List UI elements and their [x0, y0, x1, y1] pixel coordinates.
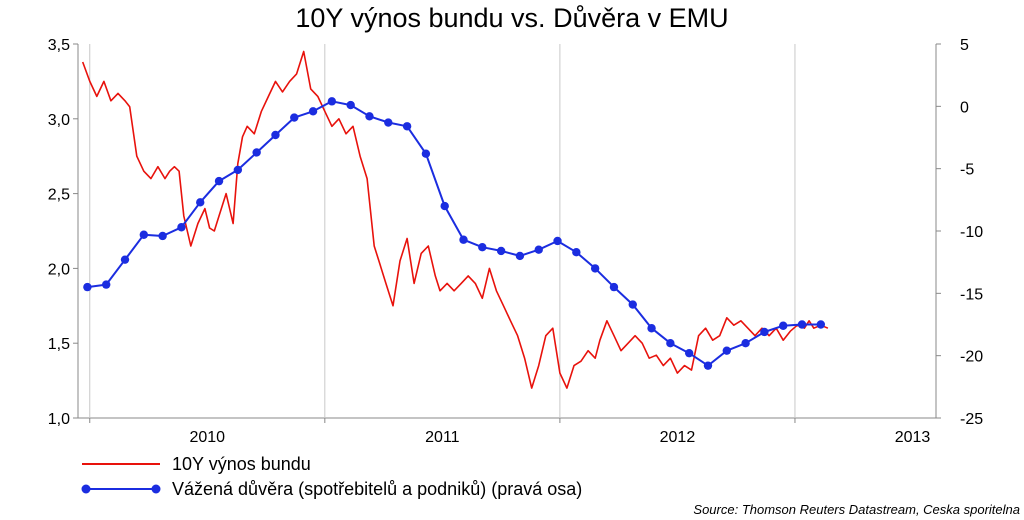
data-point — [816, 320, 826, 329]
data-point — [609, 282, 619, 292]
series-layer — [81, 50, 829, 389]
y-left-tick-label: 2,0 — [48, 261, 70, 278]
data-point — [760, 327, 769, 337]
x-tick-label: 2011 — [425, 429, 460, 446]
data-point — [252, 148, 261, 157]
data-point — [196, 198, 205, 207]
y-right-tick-label: -10 — [960, 224, 983, 241]
y-right-tick-label: -25 — [960, 411, 983, 428]
data-point — [553, 236, 562, 246]
data-point — [666, 339, 675, 348]
legend-label-confidence: Vážená důvěra (spotřebitelů a podniků) (… — [172, 479, 582, 499]
data-point — [440, 201, 449, 211]
series-line-yield — [81, 50, 829, 389]
data-point — [741, 339, 750, 348]
source-note: Source: Thomson Reuters Datastream, Cesk… — [693, 502, 1020, 517]
x-tick-label: 2013 — [895, 429, 931, 446]
data-point — [271, 130, 280, 140]
y-axis-right: -25 -20 -15 -10 -5 0 5 — [936, 37, 983, 428]
legend-item-confidence: Vážená důvěra (spotřebitelů a podniků) (… — [81, 479, 582, 499]
series-line-confidence — [87, 100, 821, 367]
data-point — [590, 264, 600, 273]
data-point — [83, 282, 92, 292]
y-left-tick-label: 3,5 — [48, 37, 70, 54]
data-point — [478, 243, 487, 252]
x-axis: 2010 2011 2012 2013 — [89, 418, 931, 446]
legend-marker-confidence — [151, 484, 161, 494]
data-point — [120, 255, 130, 264]
data-point — [722, 346, 731, 355]
data-point — [496, 246, 506, 256]
y-right-tick-label: 0 — [960, 99, 969, 116]
legend: 10Y výnos bundu Vážená důvěra (spotřebit… — [81, 454, 582, 499]
y-right-tick-label: 5 — [960, 37, 969, 54]
data-point — [515, 251, 525, 261]
data-point — [647, 324, 656, 333]
data-point — [572, 247, 581, 257]
data-point — [214, 176, 224, 186]
data-point — [779, 321, 788, 330]
data-point — [402, 122, 412, 131]
data-point — [534, 245, 543, 254]
data-point — [684, 348, 694, 358]
legend-label-yield: 10Y výnos bundu — [172, 454, 311, 474]
data-point — [233, 165, 243, 175]
data-point — [308, 107, 318, 116]
y-left-tick-label: 2,5 — [48, 187, 70, 204]
y-left-tick-label: 3,0 — [48, 112, 70, 129]
data-point — [703, 361, 713, 370]
data-point — [459, 235, 468, 244]
y-right-tick-label: -20 — [960, 349, 983, 366]
data-point — [139, 230, 149, 239]
data-point — [327, 97, 337, 106]
y-right-tick-label: -5 — [960, 162, 974, 179]
data-point — [158, 231, 167, 241]
x-tick-label: 2010 — [189, 429, 225, 446]
data-point — [628, 300, 637, 309]
data-point — [290, 113, 299, 122]
legend-item-yield: 10Y výnos bundu — [82, 454, 311, 474]
x-tick-label: 2012 — [660, 429, 696, 446]
chart-title: 10Y výnos bundu vs. Důvěra v EMU — [295, 3, 728, 33]
data-point — [384, 118, 393, 127]
y-left-tick-label: 1,5 — [48, 336, 70, 353]
y-left-tick-label: 1,0 — [48, 411, 70, 428]
data-point — [102, 280, 111, 289]
y-right-tick-label: -15 — [960, 286, 983, 303]
data-point — [177, 223, 186, 232]
data-point — [346, 100, 355, 110]
y-axis-left: 1,0 1,5 2,0 2,5 3,0 3,5 — [48, 37, 78, 428]
plot-area — [77, 44, 937, 419]
data-point — [797, 320, 807, 329]
legend-marker-confidence — [81, 484, 91, 494]
data-point — [421, 149, 431, 158]
grid-lines — [89, 44, 796, 418]
data-point — [365, 112, 374, 121]
